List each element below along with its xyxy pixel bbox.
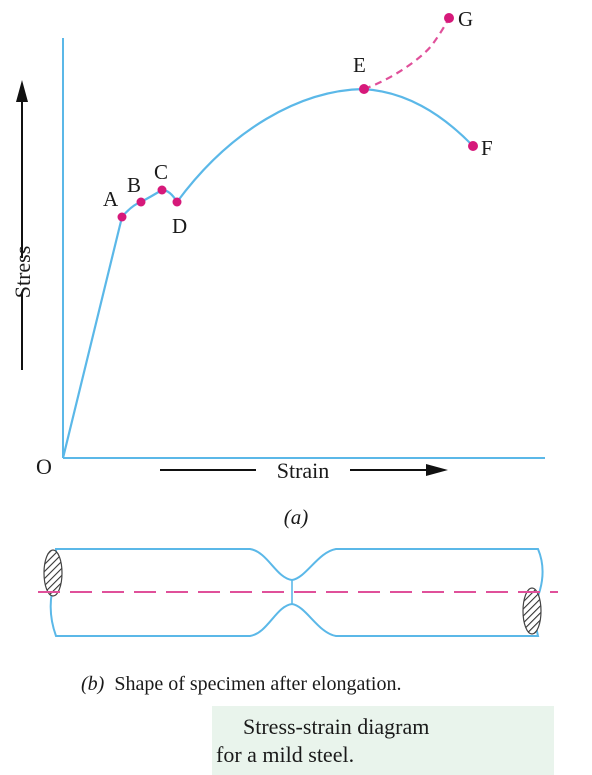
specimen	[38, 548, 558, 637]
stress-strain-curve	[61, 87, 474, 459]
point-b	[136, 197, 146, 207]
specimen-caption-prefix: (b)	[81, 673, 105, 695]
point-label-b: B	[127, 173, 141, 197]
y-axis-label: Stress	[10, 246, 35, 299]
point-a	[117, 212, 127, 222]
point-f	[468, 141, 478, 151]
point-label-a: A	[103, 187, 119, 211]
specimen-caption: (b) Shape of specimen after elongation.	[81, 673, 401, 695]
curve-points	[117, 13, 478, 222]
point-label-d: D	[172, 214, 187, 238]
right-section-hatch	[522, 587, 542, 635]
caption-line-1: Stress-strain diagram	[243, 714, 430, 739]
point-d	[172, 197, 182, 207]
stress-arrow	[16, 80, 28, 370]
caption-box	[212, 706, 554, 775]
x-axis-label: Strain	[277, 458, 330, 483]
point-c	[157, 185, 167, 195]
strain-arrow	[160, 464, 448, 476]
caption-line-2: for a mild steel.	[216, 742, 355, 767]
origin-label: O	[36, 454, 52, 479]
left-section-hatch	[43, 549, 63, 597]
point-label-f: F	[481, 136, 493, 160]
specimen-caption-text: Shape of specimen after elongation.	[114, 673, 401, 695]
subfigure-a-label: (a)	[284, 505, 309, 529]
point-e	[359, 84, 369, 94]
point-g	[444, 13, 454, 23]
point-label-e: E	[353, 53, 366, 77]
dashed-curve-e-to-g	[363, 17, 450, 91]
point-label-c: C	[154, 160, 168, 184]
point-label-g: G	[458, 7, 473, 31]
